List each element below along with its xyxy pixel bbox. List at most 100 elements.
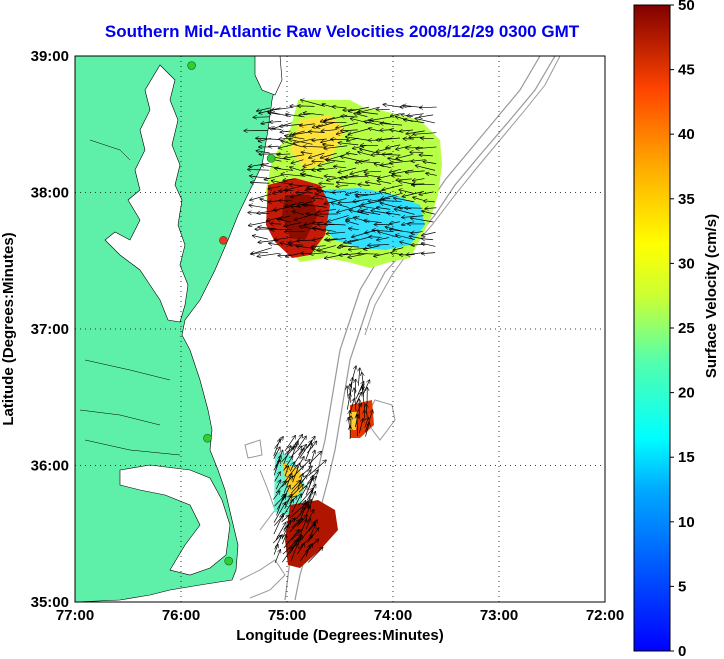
velocity-arrow xyxy=(381,192,403,199)
velocity-arrow xyxy=(321,130,338,131)
velocity-arrow xyxy=(346,393,350,410)
velocity-arrow xyxy=(273,206,291,211)
velocity-arrow xyxy=(409,236,422,239)
velocity-arrow xyxy=(270,122,282,123)
velocity-arrow xyxy=(399,190,414,194)
y-tick-label: 38:00 xyxy=(31,185,69,202)
velocity-arrow xyxy=(366,182,382,186)
velocity-arrow xyxy=(281,444,298,463)
velocity-arrow xyxy=(325,160,345,163)
station-marker xyxy=(187,61,196,70)
velocity-arrow xyxy=(364,121,380,126)
velocity-arrow xyxy=(391,114,401,117)
velocity-arrow xyxy=(377,237,390,240)
velocity-arrow xyxy=(280,131,291,132)
velocity-arrow xyxy=(301,152,313,154)
velocity-arrow xyxy=(420,107,437,108)
velocity-arrow xyxy=(271,181,292,185)
velocity-arrow xyxy=(282,499,294,518)
velocity-arrow xyxy=(326,232,346,234)
velocity-arrow xyxy=(298,106,315,107)
colorbar-tick-label: 50 xyxy=(678,0,695,14)
chesapeake-bay xyxy=(104,64,189,323)
velocity-arrow xyxy=(280,123,303,126)
bathymetry-contour xyxy=(259,469,276,531)
velocity-arrow xyxy=(349,106,370,111)
y-tick-label: 36:00 xyxy=(31,458,69,475)
velocity-arrow xyxy=(411,232,423,234)
velocity-arrow xyxy=(289,139,313,145)
velocity-arrow xyxy=(368,120,391,125)
velocity-arrow xyxy=(369,237,382,238)
velocity-arrow xyxy=(280,243,291,245)
velocity-arrow xyxy=(291,159,304,164)
bathymetry-contour xyxy=(239,559,286,599)
colorbar-tick-label: 0 xyxy=(678,643,686,659)
velocity-arrow xyxy=(318,208,336,212)
station-marker xyxy=(203,433,212,443)
velocity-arrow xyxy=(383,104,403,108)
grid-lines xyxy=(75,56,605,602)
velocity-arrow xyxy=(340,246,360,247)
colorbar-tick-label: 45 xyxy=(678,62,695,79)
velocity-region-north-yellow xyxy=(290,115,345,170)
velocity-arrow xyxy=(376,137,401,140)
velocity-arrow xyxy=(283,446,291,465)
velocity-arrow xyxy=(274,236,293,240)
velocity-arrow xyxy=(389,168,401,172)
x-tick-label: 72:00 xyxy=(586,607,624,624)
velocity-arrow xyxy=(289,519,302,533)
velocity-arrow xyxy=(248,213,270,214)
velocity-arrow xyxy=(359,206,379,210)
velocity-arrow xyxy=(404,120,425,124)
colorbar-tick-label: 35 xyxy=(678,191,695,208)
velocity-arrow xyxy=(348,128,369,134)
velocity-arrow xyxy=(325,224,346,225)
x-tick-label: 75:00 xyxy=(268,607,306,624)
velocity-arrow xyxy=(368,244,389,245)
velocity-arrow xyxy=(358,112,378,115)
velocity-arrow xyxy=(341,116,358,117)
y-tick-labels: 35:00 36:00 37:00 38:00 39:00 xyxy=(31,48,69,611)
velocity-arrow xyxy=(390,160,413,164)
velocity-arrow xyxy=(273,460,281,471)
velocity-arrow xyxy=(388,158,403,162)
velocity-arrow xyxy=(357,415,358,437)
velocity-arrow xyxy=(338,143,359,146)
velocity-arrow xyxy=(274,550,280,563)
velocity-arrow xyxy=(354,113,368,117)
y-axis-label: Latitude (Degrees:Minutes) xyxy=(0,232,17,425)
velocity-arrow xyxy=(374,252,390,257)
x-tick-label: 76:00 xyxy=(162,607,200,624)
velocity-arrow xyxy=(309,152,325,158)
velocity-arrow xyxy=(325,253,349,259)
velocity-arrow xyxy=(284,185,305,191)
velocity-arrow xyxy=(256,138,280,139)
x-axis-label: Longitude (Degrees:Minutes) xyxy=(236,627,444,644)
x-tick-label: 73:00 xyxy=(480,607,518,624)
station-marker xyxy=(224,556,233,566)
velocity-arrow xyxy=(421,138,434,139)
velocity-arrow xyxy=(290,167,302,171)
velocity-arrow xyxy=(290,530,302,541)
velocity-arrow xyxy=(364,410,365,421)
velocity-arrow xyxy=(358,368,359,386)
bathymetry-contour xyxy=(244,439,263,459)
velocity-arrow xyxy=(310,253,327,254)
velocity-arrow xyxy=(364,171,382,172)
velocity-arrow xyxy=(346,137,369,141)
delaware-bay xyxy=(254,56,283,96)
velocity-arrow xyxy=(390,222,401,224)
y-tick-label: 37:00 xyxy=(31,321,69,338)
velocity-arrow xyxy=(296,543,304,555)
velocity-arrow xyxy=(277,154,291,155)
velocity-arrow xyxy=(424,201,435,202)
velocity-arrow xyxy=(273,514,283,535)
velocity-arrow xyxy=(285,136,305,140)
y-tick-label: 35:00 xyxy=(31,594,69,611)
velocity-arrow xyxy=(350,366,356,387)
velocity-arrow xyxy=(312,139,327,140)
velocity-arrow xyxy=(248,169,270,170)
velocity-arrow xyxy=(284,154,304,159)
velocity-arrow xyxy=(346,153,358,155)
